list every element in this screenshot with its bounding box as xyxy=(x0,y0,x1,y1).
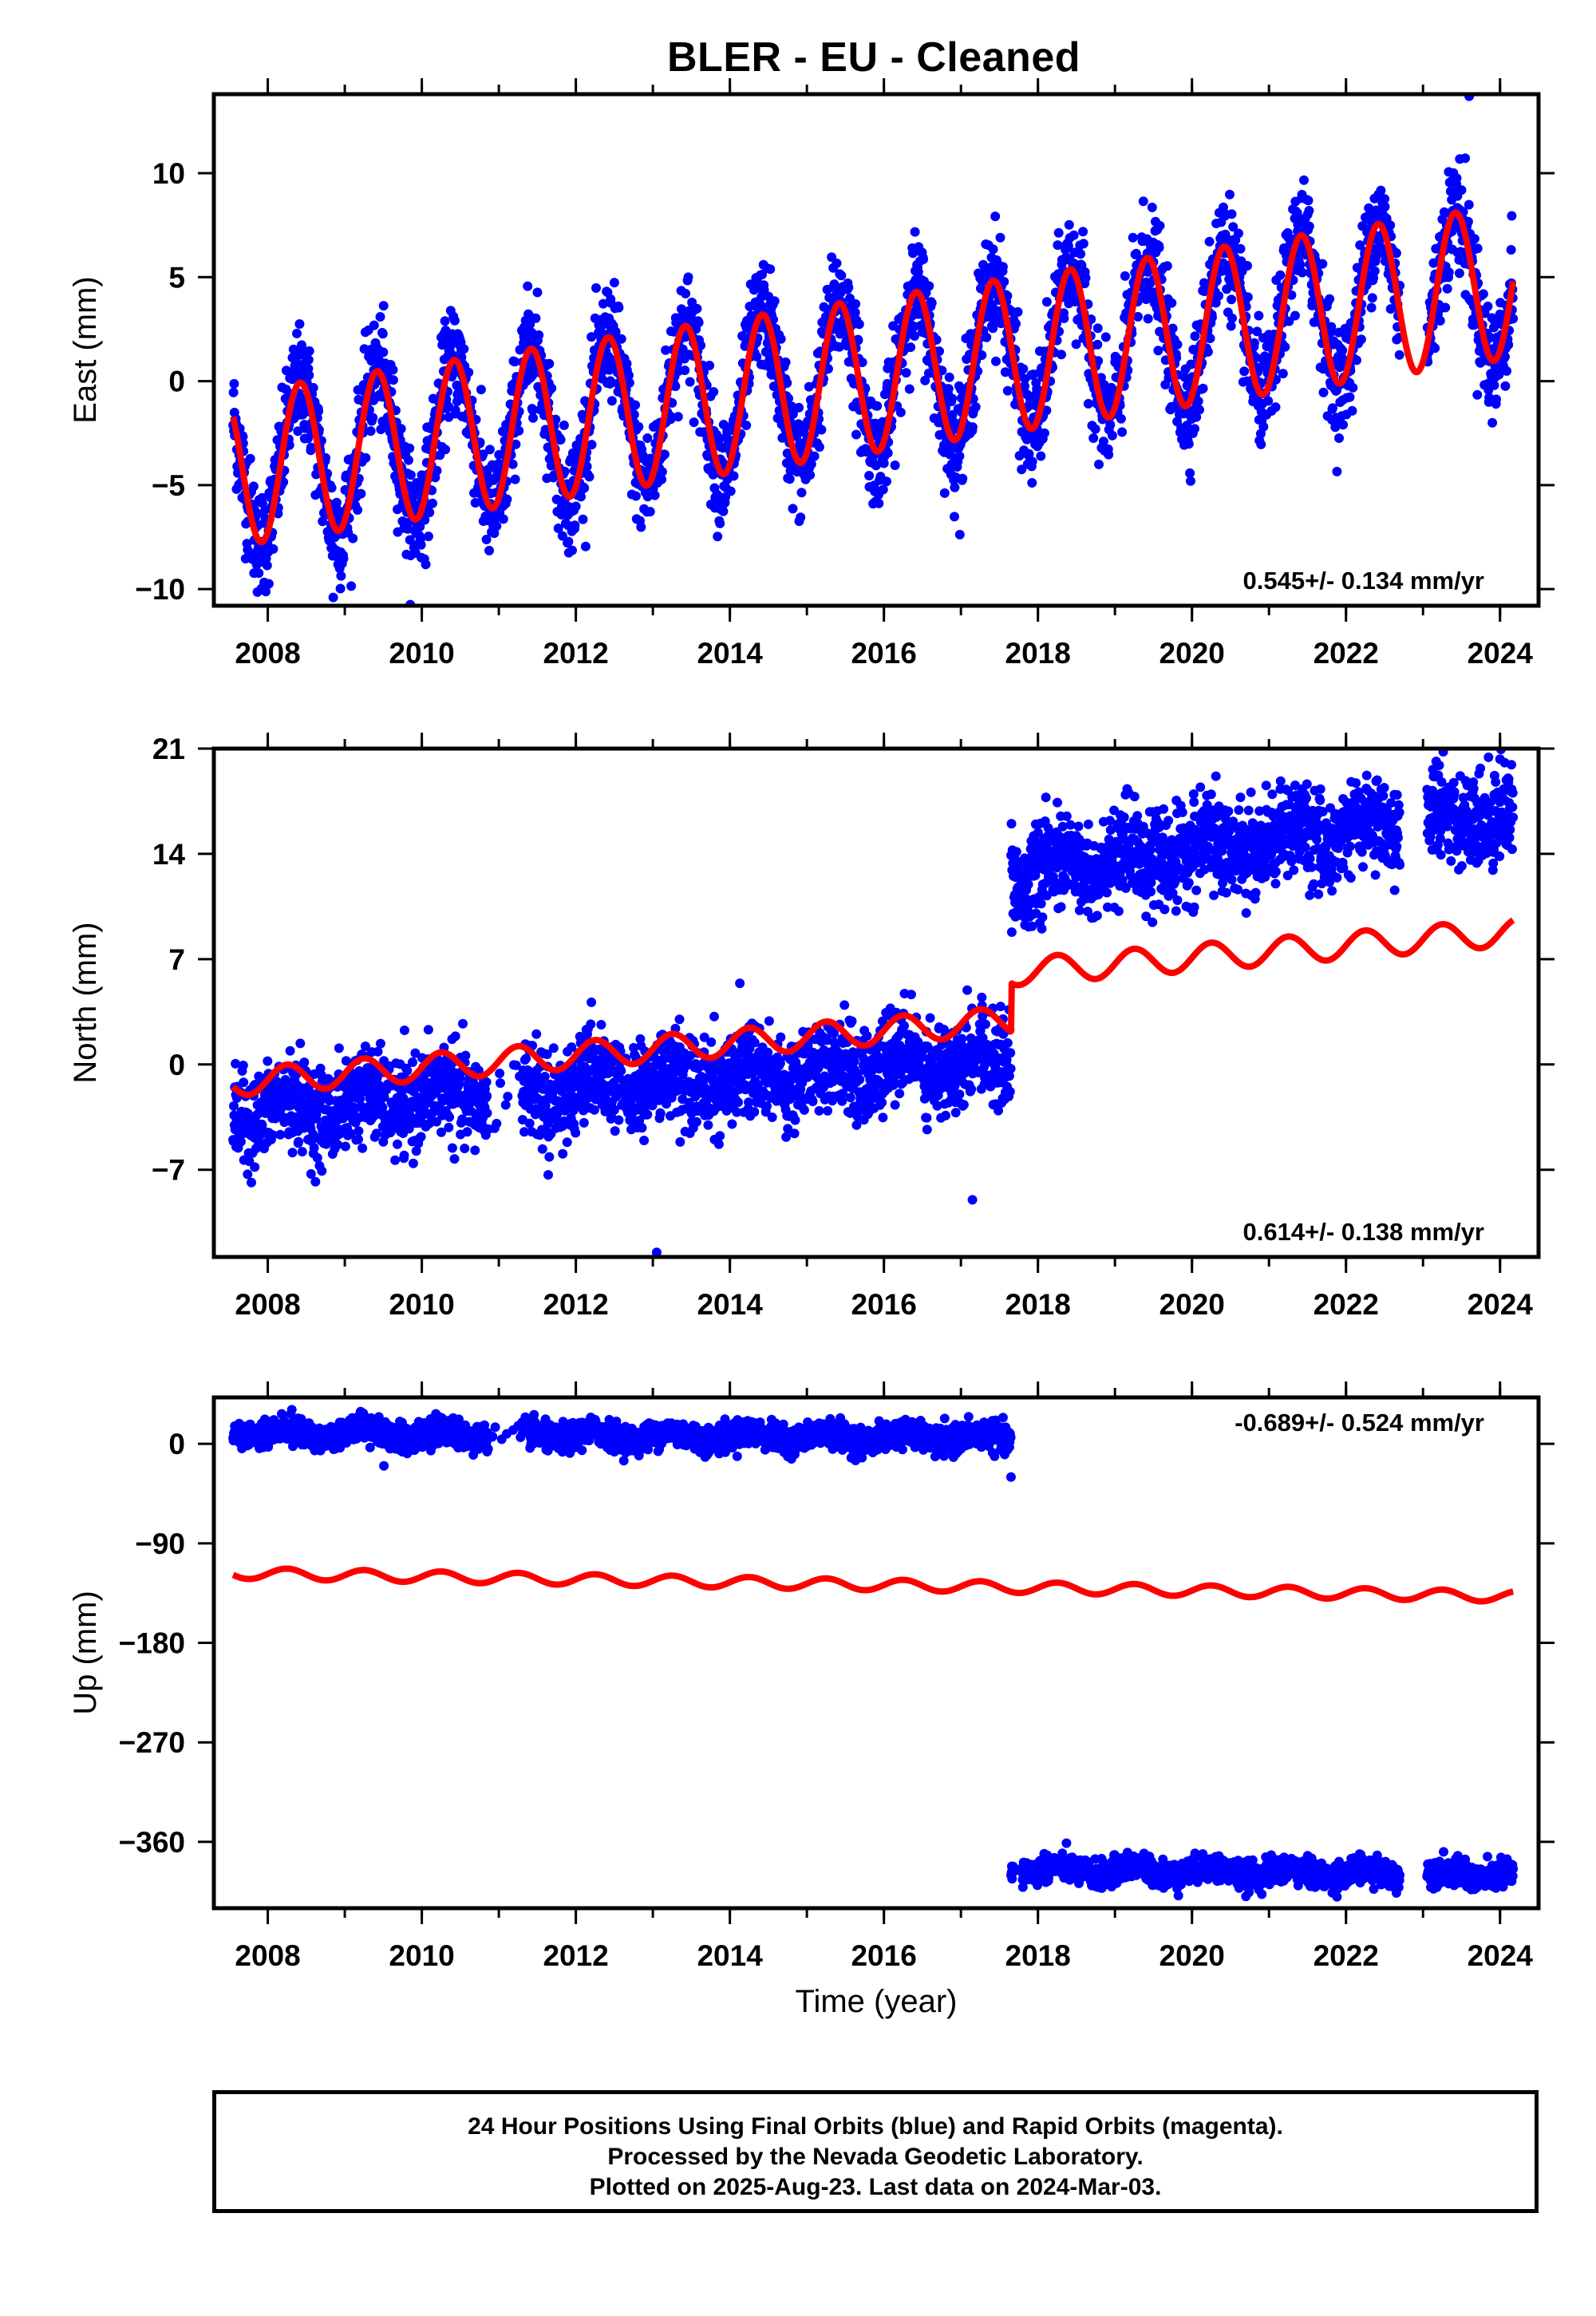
up-rate-label: -0.689+/- 0.524 mm/yr xyxy=(1235,1409,1484,1437)
east-x-tick-label: 2022 xyxy=(1314,637,1379,670)
east-x-tick-label: 2008 xyxy=(235,637,300,670)
north-frame xyxy=(211,746,1541,1259)
east-y-tick-label: 10 xyxy=(152,157,185,190)
east-model-line xyxy=(230,209,1517,546)
north-x-tick-label: 2020 xyxy=(1159,1288,1225,1321)
north-model-line xyxy=(231,917,1516,1098)
footer-box: 24 Hour Positions Using Final Orbits (bl… xyxy=(212,2090,1539,2213)
up-x-tick-label: 2016 xyxy=(851,1939,916,1972)
up-y-tick-label: 0 xyxy=(168,1428,185,1460)
north-y-tick-label: 14 xyxy=(152,838,186,871)
east-data-points xyxy=(228,94,1519,606)
north-data-points xyxy=(228,749,1519,1257)
up-x-tick-label: 2020 xyxy=(1159,1939,1225,1972)
up-y-tick-label: −90 xyxy=(135,1528,185,1560)
east-x-tick-label: 2016 xyxy=(851,637,916,670)
up-x-tick-label: 2012 xyxy=(543,1939,608,1972)
footer-line-1: 24 Hour Positions Using Final Orbits (bl… xyxy=(468,2113,1283,2140)
east-y-tick-label: 0 xyxy=(168,366,185,398)
north-x-tick-label: 2012 xyxy=(543,1288,608,1321)
up-frame xyxy=(211,1395,1541,1911)
east-y-tick-label: −5 xyxy=(152,469,185,502)
north-y-axis-title: North (mm) xyxy=(68,922,103,1083)
north-x-tick-label: 2008 xyxy=(235,1288,300,1321)
north-y-tick-label: 7 xyxy=(168,943,185,976)
east-x-tick-label: 2012 xyxy=(543,637,608,670)
east-y-tick-label: 5 xyxy=(168,261,185,294)
panel-east: 2008 2010 2012 2014 2016 2018 2020 2022 2024 10 5 0… xyxy=(68,78,1555,670)
up-x-tick-label: 2018 xyxy=(1005,1939,1071,1972)
up-x-tick-label: 2024 xyxy=(1468,1939,1534,1972)
north-rate-label: 0.614+/- 0.138 mm/yr xyxy=(1243,1218,1484,1246)
north-x-tick-label: 2014 xyxy=(697,1288,763,1321)
up-data-points xyxy=(228,1405,1519,1902)
east-x-tick-label: 2010 xyxy=(389,637,454,670)
north-scatter xyxy=(228,749,1519,1257)
up-x-tick-label: 2008 xyxy=(235,1939,300,1972)
up-x-axis-title: Time (year) xyxy=(796,1984,958,2019)
up-model-line xyxy=(231,1565,1516,1605)
footer-line-3: Plotted on 2025-Aug-23. Last data on 202… xyxy=(589,2174,1162,2200)
north-y-tick-label: −7 xyxy=(152,1154,185,1187)
north-y-tick-label: 21 xyxy=(152,733,185,765)
east-frame xyxy=(211,92,1541,608)
panel-up: 2008 2010 2012 2014 2016 2018 2020 2022 2024 0 −90… xyxy=(68,1381,1555,2019)
east-y-tick-label: −10 xyxy=(135,573,185,606)
north-x-tick-label: 2010 xyxy=(389,1288,454,1321)
east-rate-label: 0.545+/- 0.134 mm/yr xyxy=(1243,567,1484,595)
north-y-tick-label: 0 xyxy=(168,1049,185,1081)
north-x-tick-label: 2018 xyxy=(1005,1288,1071,1321)
up-y-tick-label: −270 xyxy=(119,1726,185,1759)
footer-line-2: Processed by the Nevada Geodetic Laborat… xyxy=(607,2144,1144,2170)
up-y-axis-title: Up (mm) xyxy=(68,1591,103,1715)
east-scatter xyxy=(228,94,1519,606)
up-x-tick-label: 2014 xyxy=(697,1939,763,1972)
up-y-tick-label: −360 xyxy=(119,1826,185,1859)
east-x-tick-label: 2014 xyxy=(697,637,763,670)
up-y-tick-label: −180 xyxy=(119,1627,185,1660)
north-x-tick-label: 2024 xyxy=(1468,1288,1534,1321)
east-x-tick-label: 2018 xyxy=(1005,637,1071,670)
panel-north: 2008 2010 2012 2014 2016 2018 2020 2022 2024 21 14… xyxy=(68,733,1555,1321)
up-x-tick-label: 2010 xyxy=(389,1939,454,1972)
up-x-tick-label: 2022 xyxy=(1314,1939,1379,1972)
north-x-tick-label: 2016 xyxy=(851,1288,916,1321)
up-scatter xyxy=(228,1405,1519,1902)
east-x-tick-label: 2020 xyxy=(1159,637,1225,670)
chart-title: BLER - EU - Cleaned xyxy=(667,34,1080,81)
north-x-tick-label: 2022 xyxy=(1314,1288,1379,1321)
east-y-axis-title: East (mm) xyxy=(68,276,103,423)
east-x-tick-label: 2024 xyxy=(1468,637,1534,670)
